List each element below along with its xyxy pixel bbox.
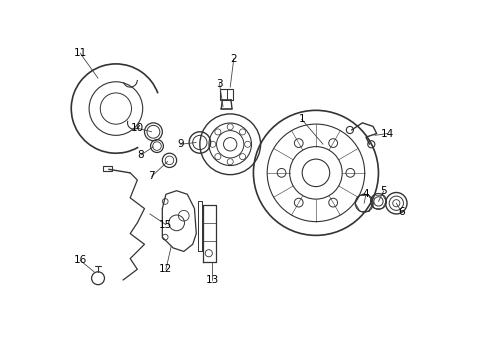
Circle shape bbox=[214, 154, 221, 159]
FancyBboxPatch shape bbox=[220, 89, 233, 100]
Text: 7: 7 bbox=[148, 171, 155, 181]
Circle shape bbox=[209, 141, 215, 147]
Text: 16: 16 bbox=[73, 255, 87, 265]
Text: 4: 4 bbox=[362, 189, 368, 199]
Text: 3: 3 bbox=[216, 78, 223, 89]
Text: 8: 8 bbox=[137, 150, 144, 160]
Text: 6: 6 bbox=[398, 207, 404, 217]
Circle shape bbox=[244, 141, 250, 147]
Text: 1: 1 bbox=[298, 114, 305, 124]
Text: 10: 10 bbox=[130, 123, 143, 133]
Text: 15: 15 bbox=[159, 220, 172, 230]
Circle shape bbox=[227, 124, 233, 130]
Circle shape bbox=[227, 159, 233, 165]
Text: 13: 13 bbox=[205, 275, 219, 285]
Circle shape bbox=[239, 154, 245, 159]
Text: 5: 5 bbox=[380, 186, 386, 196]
Circle shape bbox=[214, 129, 221, 135]
Text: 9: 9 bbox=[177, 139, 183, 149]
FancyBboxPatch shape bbox=[103, 166, 112, 171]
Text: 2: 2 bbox=[230, 54, 237, 64]
Polygon shape bbox=[162, 191, 196, 251]
Circle shape bbox=[239, 129, 245, 135]
Text: 12: 12 bbox=[159, 264, 172, 274]
Text: 14: 14 bbox=[380, 129, 393, 139]
Text: 11: 11 bbox=[73, 48, 87, 58]
Polygon shape bbox=[203, 205, 216, 262]
